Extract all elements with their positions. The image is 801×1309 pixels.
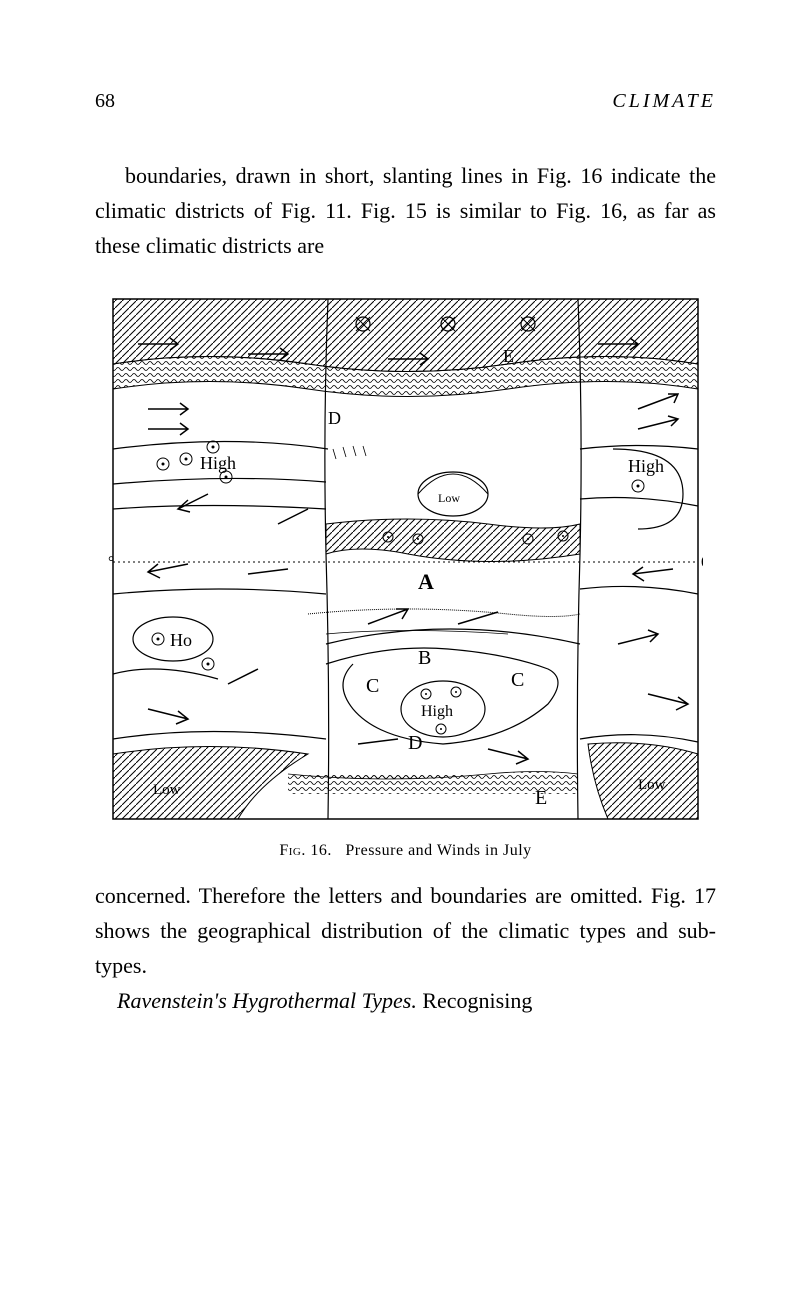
letter-B: B	[418, 647, 431, 669]
equator-label-right: 0°	[701, 554, 703, 571]
low-center-label: Low	[438, 491, 460, 505]
page-number: 68	[95, 90, 115, 113]
paragraph-2-rest: Recognising	[417, 988, 533, 1013]
letter-D: D	[408, 732, 422, 754]
letter-C2: C	[511, 669, 524, 691]
ho-label: Ho	[170, 630, 192, 650]
running-header: CLIMATE	[612, 90, 716, 113]
paragraph-2-part1: concerned. Therefore the letters and bou…	[95, 883, 716, 978]
paragraph-1: boundaries, drawn in short, slanting lin…	[95, 158, 716, 264]
low-label-right: Low	[638, 777, 666, 793]
high-label-left: High	[200, 453, 236, 473]
figure-caption: Fig. 16. Pressure and Winds in July	[95, 842, 716, 860]
low-label-left: Low	[153, 782, 181, 798]
letter-A: A	[418, 569, 434, 594]
letter-D2: D	[328, 408, 341, 428]
letter-C: C	[366, 675, 379, 697]
equator-label-left: 0°	[108, 554, 114, 571]
high-label-right: High	[628, 456, 664, 476]
figure-16: 0° 0° High High L	[95, 294, 716, 860]
paragraph-2: concerned. Therefore the letters and bou…	[95, 878, 716, 1019]
high-label-center: High	[421, 703, 453, 720]
letter-E-top: E	[503, 346, 514, 366]
figure-caption-text: Pressure and Winds in July	[345, 842, 531, 859]
pressure-winds-diagram: 0° 0° High High L	[108, 294, 703, 824]
paragraph-2-italic: Ravenstein's Hygrothermal Types.	[117, 988, 417, 1013]
figure-label: Fig. 16.	[279, 842, 332, 859]
